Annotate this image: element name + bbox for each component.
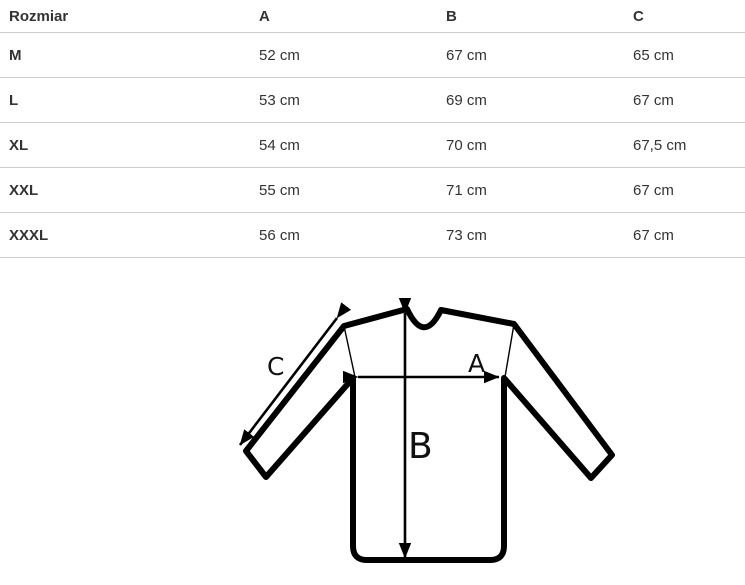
- measure-arrow-c: [238, 302, 352, 446]
- size-table: Rozmiar A B C M 52 cm 67 cm 65 cm L 53 c…: [0, 0, 745, 258]
- table-header-row: Rozmiar A B C: [0, 0, 745, 33]
- measure-cell-a: 56 cm: [250, 212, 437, 258]
- column-header-c: C: [624, 0, 745, 33]
- measure-cell-b: 69 cm: [437, 77, 624, 123]
- table-row: L 53 cm 69 cm 67 cm: [0, 77, 745, 123]
- measure-cell-c: 67,5 cm: [624, 122, 745, 168]
- measure-cell-a: 52 cm: [250, 32, 437, 78]
- column-header-a: A: [250, 0, 437, 33]
- size-cell: L: [0, 77, 250, 123]
- size-cell: XXXL: [0, 212, 250, 258]
- table-row: M 52 cm 67 cm 65 cm: [0, 32, 745, 78]
- measure-cell-a: 55 cm: [250, 167, 437, 213]
- measure-cell-a: 54 cm: [250, 122, 437, 168]
- measure-cell-b: 67 cm: [437, 32, 624, 78]
- right-shoulder-seam-line: [504, 323, 515, 378]
- measure-cell-b: 70 cm: [437, 122, 624, 168]
- size-cell: XL: [0, 122, 250, 168]
- column-header-b: B: [437, 0, 624, 33]
- measure-cell-c: 67 cm: [624, 212, 745, 258]
- table-row: XXXL 56 cm 73 cm 67 cm: [0, 212, 745, 258]
- measure-cell-c: 65 cm: [624, 32, 745, 78]
- diagram-label-a: A: [468, 349, 485, 378]
- table-row: XL 54 cm 70 cm 67,5 cm: [0, 122, 745, 168]
- size-cell: XXL: [0, 167, 250, 213]
- measure-cell-c: 67 cm: [624, 167, 745, 213]
- table-row: XXL 55 cm 71 cm 67 cm: [0, 167, 745, 213]
- measure-cell-b: 71 cm: [437, 167, 624, 213]
- shirt-measurement-diagram: A B C: [0, 285, 745, 585]
- measure-cell-b: 73 cm: [437, 212, 624, 258]
- measure-cell-c: 67 cm: [624, 77, 745, 123]
- column-header-size: Rozmiar: [0, 0, 250, 33]
- measure-cell-a: 53 cm: [250, 77, 437, 123]
- diagram-label-c: C: [267, 352, 284, 381]
- size-cell: M: [0, 32, 250, 78]
- diagram-label-b: B: [408, 426, 433, 467]
